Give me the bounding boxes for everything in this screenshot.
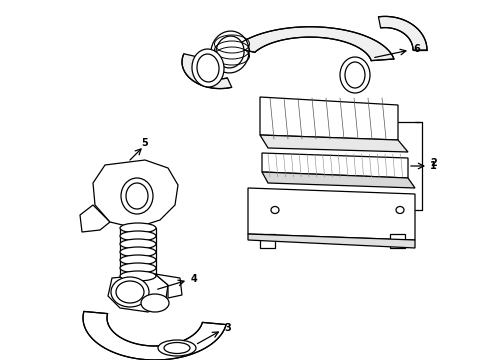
- Polygon shape: [260, 135, 408, 152]
- Text: 2: 2: [430, 158, 437, 168]
- Polygon shape: [80, 205, 110, 232]
- Polygon shape: [234, 27, 394, 60]
- Text: 4: 4: [191, 274, 198, 284]
- Polygon shape: [260, 97, 398, 140]
- Ellipse shape: [120, 231, 156, 241]
- Polygon shape: [155, 274, 182, 298]
- Ellipse shape: [120, 247, 156, 257]
- Ellipse shape: [120, 223, 156, 233]
- Polygon shape: [390, 234, 405, 248]
- Ellipse shape: [120, 263, 156, 273]
- Ellipse shape: [158, 340, 196, 356]
- Polygon shape: [262, 153, 408, 178]
- Ellipse shape: [120, 239, 156, 249]
- Ellipse shape: [211, 31, 249, 73]
- Polygon shape: [248, 234, 415, 248]
- Text: 5: 5: [142, 138, 148, 148]
- Text: 3: 3: [224, 323, 231, 333]
- Text: 1: 1: [430, 161, 437, 171]
- Polygon shape: [83, 311, 226, 360]
- Ellipse shape: [345, 62, 365, 88]
- Ellipse shape: [164, 342, 190, 354]
- Ellipse shape: [120, 271, 156, 281]
- Ellipse shape: [141, 294, 169, 312]
- Polygon shape: [262, 172, 415, 188]
- Ellipse shape: [121, 178, 153, 214]
- Polygon shape: [108, 274, 168, 312]
- Polygon shape: [93, 160, 178, 228]
- Ellipse shape: [340, 57, 370, 93]
- Ellipse shape: [396, 207, 404, 213]
- Text: 6: 6: [413, 44, 420, 54]
- Ellipse shape: [192, 49, 224, 87]
- Ellipse shape: [216, 36, 244, 68]
- Ellipse shape: [271, 207, 279, 213]
- Ellipse shape: [120, 255, 156, 265]
- Polygon shape: [248, 188, 415, 240]
- Polygon shape: [182, 54, 232, 89]
- Ellipse shape: [116, 281, 144, 303]
- Ellipse shape: [197, 54, 219, 82]
- Polygon shape: [378, 17, 427, 50]
- Ellipse shape: [126, 183, 148, 209]
- Ellipse shape: [111, 277, 149, 307]
- Polygon shape: [260, 234, 275, 248]
